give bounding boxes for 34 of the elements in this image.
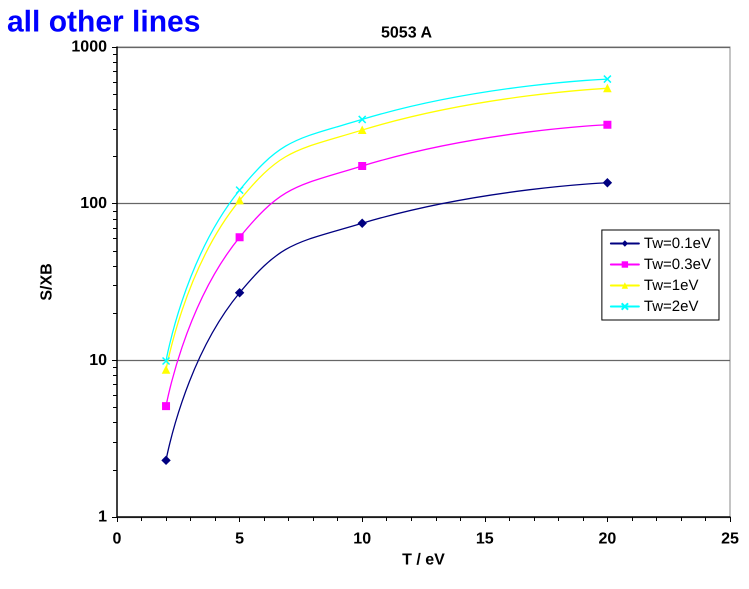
point <box>236 196 244 204</box>
point <box>358 126 366 134</box>
point <box>358 162 366 170</box>
point <box>162 402 170 410</box>
chart-subtitle: 5053 A <box>381 24 432 42</box>
y-tick-label: 1 <box>98 508 108 526</box>
x-tick-label: 0 <box>112 530 122 548</box>
legend-label: Tw=1eV <box>644 277 698 294</box>
point <box>236 233 244 242</box>
point <box>603 74 612 84</box>
legend-label: Tw=2eV <box>644 298 698 315</box>
x-tick-label: 5 <box>235 530 244 548</box>
point <box>602 178 612 188</box>
point <box>162 356 170 366</box>
x-tick-label: 15 <box>476 530 494 548</box>
point <box>235 186 244 194</box>
legend-label: Tw=0.1eV <box>644 235 712 252</box>
y-tick-label: 1000 <box>71 38 108 56</box>
x-tick-label: 25 <box>721 530 739 548</box>
y-tick-label: 10 <box>89 352 108 369</box>
chart-title: all other lines <box>7 6 200 38</box>
x-tick-label: 10 <box>353 530 372 548</box>
x-axis-title: T / eV <box>402 551 446 568</box>
y-tick-label: 100 <box>80 195 108 212</box>
point <box>235 288 244 298</box>
legend-label: Tw=0.3eV <box>644 256 712 273</box>
point <box>358 115 366 124</box>
x-tick-label: 20 <box>598 530 616 548</box>
y-axis-title: S/XB <box>38 263 56 301</box>
point <box>603 84 612 92</box>
point <box>162 366 170 374</box>
point <box>603 120 612 129</box>
point <box>162 456 171 465</box>
point <box>358 218 367 228</box>
